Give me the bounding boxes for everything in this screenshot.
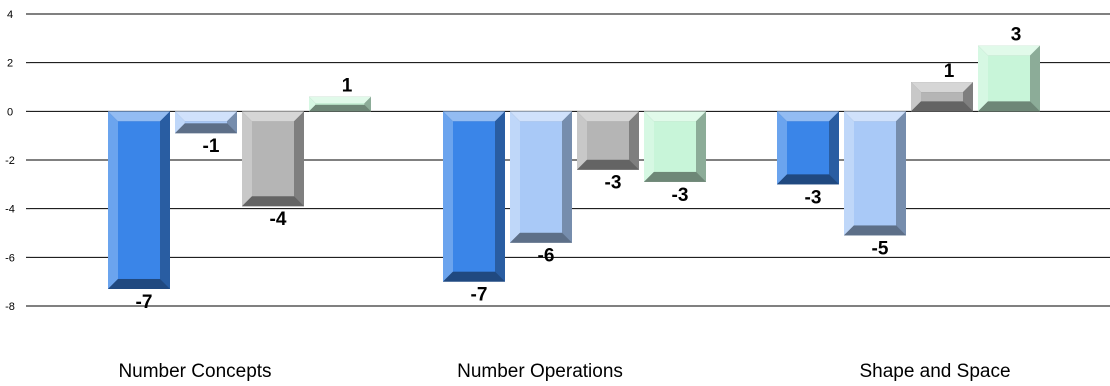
bar-bevel-bottom [175, 123, 237, 134]
bar-bevel-bottom [978, 101, 1040, 112]
bar-bevel-top [844, 111, 906, 122]
data-label: 1 [944, 61, 955, 82]
bar [777, 111, 839, 185]
bar-face [453, 121, 495, 272]
x-category-label: Number Operations [457, 361, 623, 382]
bar-bevel-left [911, 82, 921, 112]
bar [108, 111, 170, 289]
bar-face [587, 121, 629, 160]
bar-bevel-right [227, 111, 237, 134]
bar-bevel-right [963, 82, 973, 112]
bar-bevel-bottom [644, 171, 706, 182]
bar-bevel-top [242, 111, 304, 122]
bar-bevel-top [577, 111, 639, 122]
y-tick-label: 4 [7, 9, 13, 21]
data-label: -5 [872, 238, 889, 259]
bar-face [921, 92, 963, 102]
bar [510, 111, 572, 243]
y-tick-label: -6 [5, 252, 15, 264]
bar-bevel-top [644, 111, 706, 122]
bar [175, 111, 237, 134]
category-labels: Number Concepts Number Operations Shape an… [118, 361, 1010, 382]
data-labels: -7 -7 -3 -1 -6 -5 -4 -3 1 1 -3 3 [136, 25, 1022, 313]
bar [577, 111, 639, 170]
bar [911, 82, 973, 112]
bar [309, 96, 371, 112]
bar-bevel-top [108, 111, 170, 122]
bar-bevel-left [309, 96, 316, 112]
bar-bevel-right [896, 111, 906, 236]
bar-bevel-left [644, 111, 654, 182]
y-axis: 4 2 0 -2 -4 -6 -8 [5, 9, 30, 313]
bar-bevel-right [364, 96, 371, 112]
bar-bevel-right [629, 111, 639, 170]
bar-bevel-top [777, 111, 839, 122]
y-tick-label: -4 [5, 204, 15, 216]
bar-bevel-top [978, 45, 1040, 56]
y-tick-label: -8 [5, 301, 15, 313]
bar-bevel-bottom [108, 278, 170, 289]
bar [443, 111, 505, 282]
data-label: -3 [805, 187, 822, 208]
bar-face [315, 103, 365, 105]
y-tick-label: -2 [5, 155, 15, 167]
bars [108, 45, 1040, 289]
bar-face [654, 121, 696, 172]
bar-bevel-top [911, 82, 973, 93]
bar-bevel-left [108, 111, 118, 289]
bar-bevel-top [309, 96, 371, 104]
bar-face [184, 121, 228, 124]
bar [978, 45, 1040, 112]
bar-bevel-bottom [911, 101, 973, 112]
bar-face [252, 121, 294, 197]
bar-bevel-left [242, 111, 252, 207]
bar-bevel-left [443, 111, 453, 282]
data-label: -6 [538, 246, 555, 267]
bar-bevel-right [696, 111, 706, 182]
y-tick-label: 0 [7, 106, 13, 118]
bar-bevel-left [978, 45, 988, 112]
data-label: 1 [342, 76, 353, 97]
bar-bevel-left [510, 111, 520, 243]
bar-bevel-right [160, 111, 170, 289]
data-label: -7 [471, 285, 488, 306]
data-label: -3 [605, 173, 622, 194]
bar-bevel-bottom [443, 271, 505, 282]
bar-bevel-top [510, 111, 572, 122]
bar-bevel-bottom [844, 225, 906, 236]
bar-bevel-left [175, 111, 185, 134]
bar-bevel-bottom [242, 196, 304, 207]
bar-bevel-right [1030, 45, 1040, 112]
bar [644, 111, 706, 182]
data-label: -1 [203, 136, 220, 157]
bar-face [988, 55, 1030, 102]
bar-face [787, 121, 829, 175]
bar [242, 111, 304, 207]
y-tick-label: 2 [7, 58, 13, 70]
data-label: 3 [1011, 25, 1022, 46]
data-label: -3 [672, 185, 689, 206]
bar-bevel-right [829, 111, 839, 185]
bar [844, 111, 906, 236]
bar-bevel-bottom [309, 104, 371, 112]
bar-bevel-right [495, 111, 505, 282]
x-category-label: Number Concepts [118, 361, 271, 382]
bar-face [520, 121, 562, 233]
bar-bevel-bottom [777, 174, 839, 185]
bar-bevel-left [777, 111, 787, 185]
bar-face [118, 121, 160, 279]
data-label: -4 [270, 209, 287, 230]
bar-bevel-left [577, 111, 587, 170]
x-category-label: Shape and Space [859, 361, 1010, 382]
data-label: -7 [136, 292, 153, 313]
bar-bevel-top [175, 111, 237, 122]
bar-bevel-top [443, 111, 505, 122]
bar-bevel-right [562, 111, 572, 243]
bar-face [854, 121, 896, 226]
bar-bevel-left [844, 111, 854, 236]
bar-bevel-right [294, 111, 304, 207]
bar-bevel-bottom [510, 232, 572, 243]
bar-bevel-bottom [577, 159, 639, 170]
